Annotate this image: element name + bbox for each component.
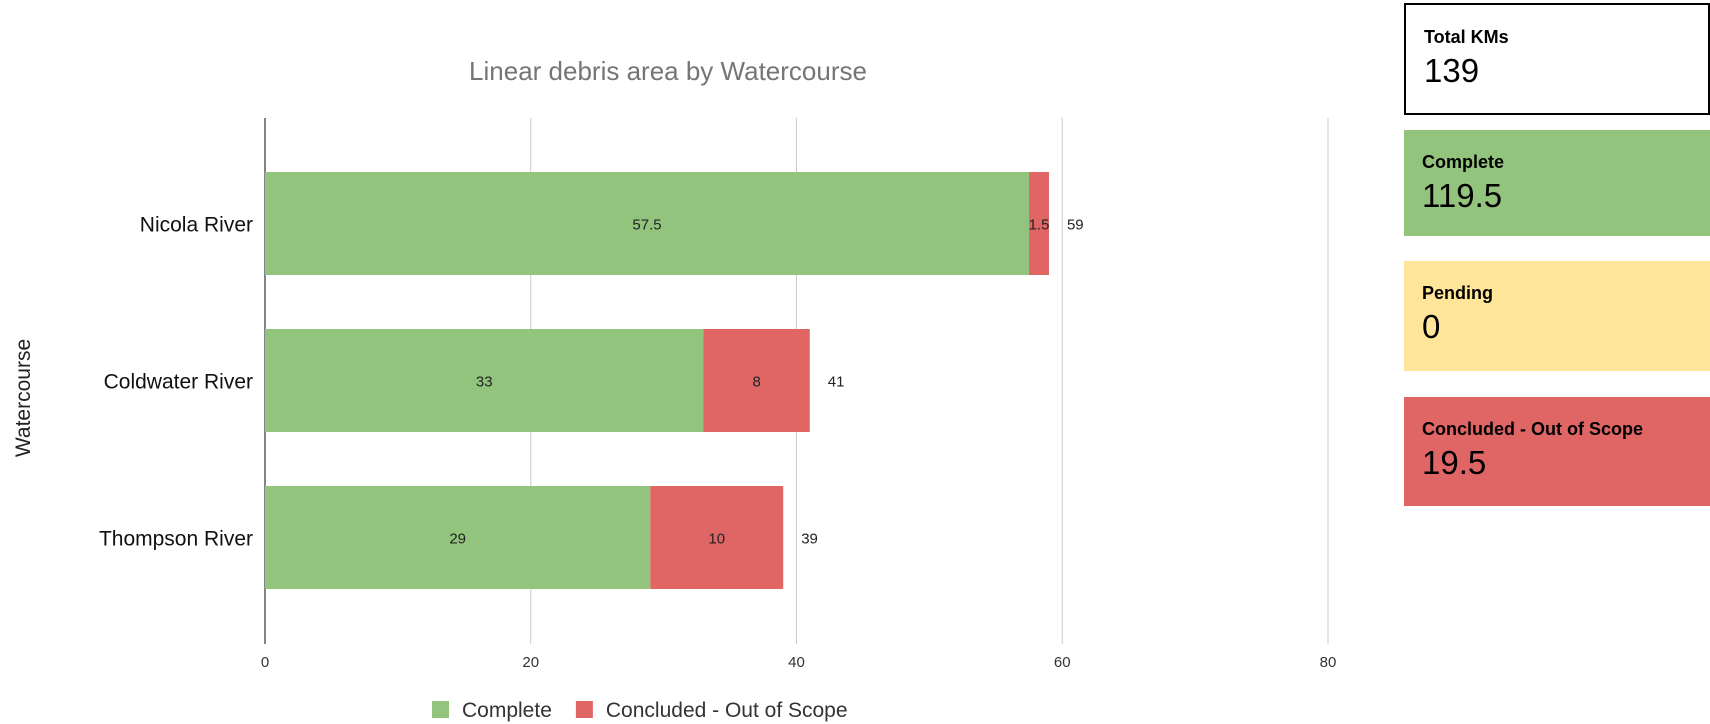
bars [265, 172, 1049, 589]
category-label: Nicola River [140, 214, 253, 237]
data-label: 33 [476, 374, 493, 391]
total-label: 39 [801, 531, 818, 548]
x-axis-ticks: 0 20 40 60 80 [261, 654, 1337, 671]
legend-swatch [575, 701, 593, 718]
stat-card-pending: Pending 0 [1404, 261, 1710, 371]
x-tick-label: 40 [788, 654, 805, 671]
data-label: 1.5 [1029, 217, 1050, 234]
category-label: Coldwater River [104, 371, 253, 394]
bar-segment [265, 486, 651, 589]
stat-card-total: Total KMs 139 [1404, 3, 1710, 115]
total-label: 59 [1067, 217, 1084, 234]
x-tick-label: 20 [522, 654, 539, 671]
bar-segment [703, 329, 810, 432]
data-label: 10 [708, 531, 725, 548]
chart-title: Linear debris area by Watercourse [469, 56, 867, 86]
stat-card-out-of-scope: Concluded - Out of Scope 19.5 [1404, 397, 1710, 506]
card-label: Pending [1422, 283, 1493, 303]
card-label: Concluded - Out of Scope [1422, 419, 1643, 439]
card-value: 19.5 [1422, 444, 1487, 481]
card-label: Complete [1422, 152, 1505, 172]
bar-segment [1029, 172, 1049, 275]
y-axis-title: Watercourse [12, 339, 35, 457]
card-label: Total KMs [1424, 27, 1509, 47]
legend-label: Complete [462, 699, 552, 722]
data-label: 57.5 [632, 217, 661, 234]
data-label: 8 [752, 374, 760, 391]
bar-segment [265, 172, 1030, 275]
stat-card-complete: Complete 119.5 [1404, 130, 1710, 236]
bar-segment [265, 329, 704, 432]
legend: Complete Concluded - Out of Scope [432, 699, 848, 722]
data-labels: 57.5 1.5 59 33 8 41 29 10 39 [449, 217, 1083, 548]
card-value: 0 [1422, 308, 1441, 345]
legend-label: Concluded - Out of Scope [606, 699, 848, 722]
card-value: 139 [1424, 52, 1480, 89]
x-tick-label: 80 [1320, 654, 1337, 671]
data-label: 29 [449, 531, 466, 548]
card-value: 119.5 [1422, 177, 1503, 214]
legend-swatch [432, 701, 449, 718]
bar-segment [650, 486, 784, 589]
x-tick-label: 0 [261, 654, 269, 671]
x-tick-label: 60 [1054, 654, 1071, 671]
chart: Linear debris area by Watercourse Waterc… [12, 56, 1337, 722]
category-labels: Nicola River Coldwater River Thompson Rive… [99, 214, 253, 551]
total-label: 41 [828, 374, 845, 391]
category-label: Thompson River [99, 528, 253, 551]
